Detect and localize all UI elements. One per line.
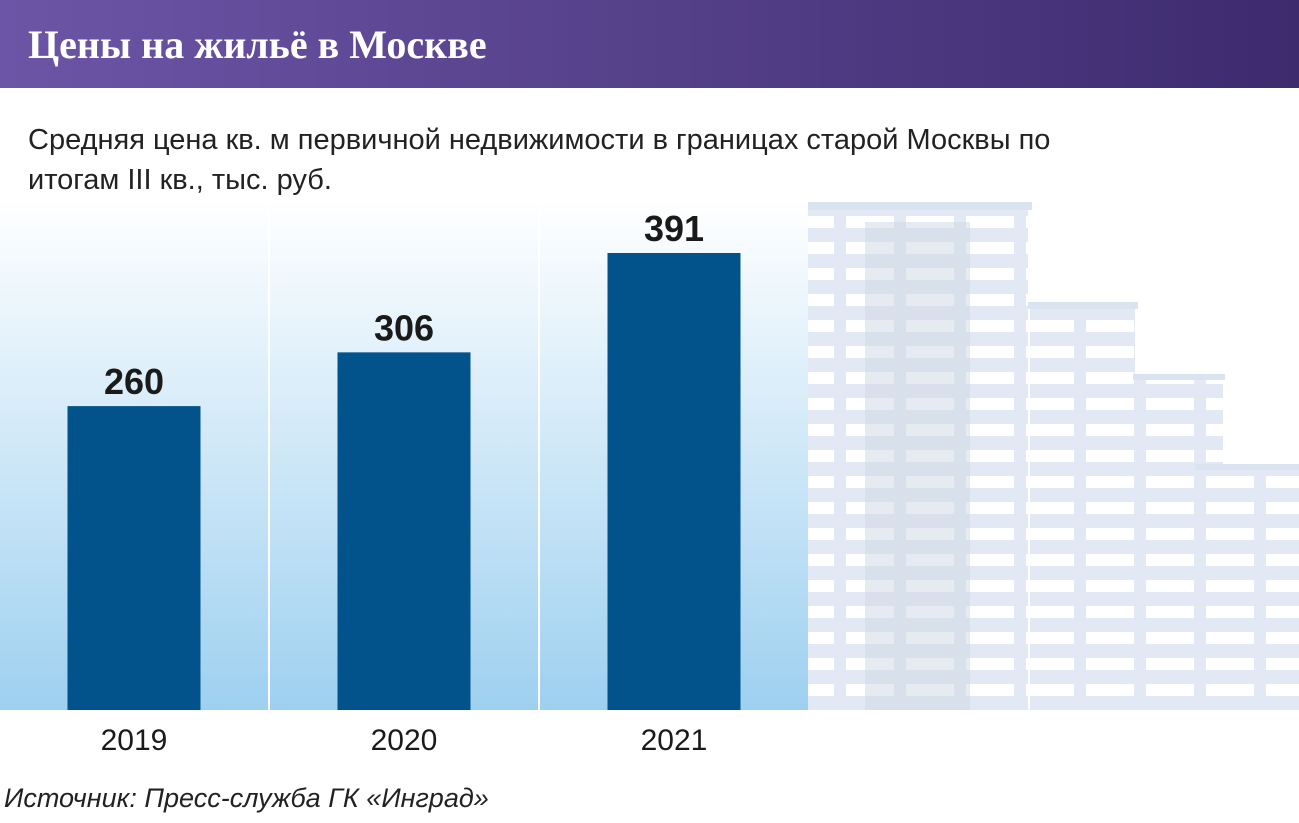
x-tick-label: 2021: [641, 724, 708, 757]
x-tick-label: 2020: [371, 724, 438, 757]
value-label: 260: [104, 361, 164, 402]
value-label: 391: [644, 208, 704, 249]
chart-subtitle: Средняя цена кв. м первичной недвижимост…: [28, 124, 1051, 196]
chart-title: Цены на жильё в Москве: [28, 22, 487, 67]
bar: [607, 253, 741, 710]
header-band: [0, 0, 1299, 88]
source-note: Источник: Пресс-служба ГК «Инград»: [4, 783, 489, 813]
x-tick-label: 2019: [101, 724, 168, 757]
bar: [67, 406, 201, 710]
bar: [337, 352, 471, 710]
value-label: 306: [374, 307, 434, 348]
buildings: [805, 202, 1299, 710]
